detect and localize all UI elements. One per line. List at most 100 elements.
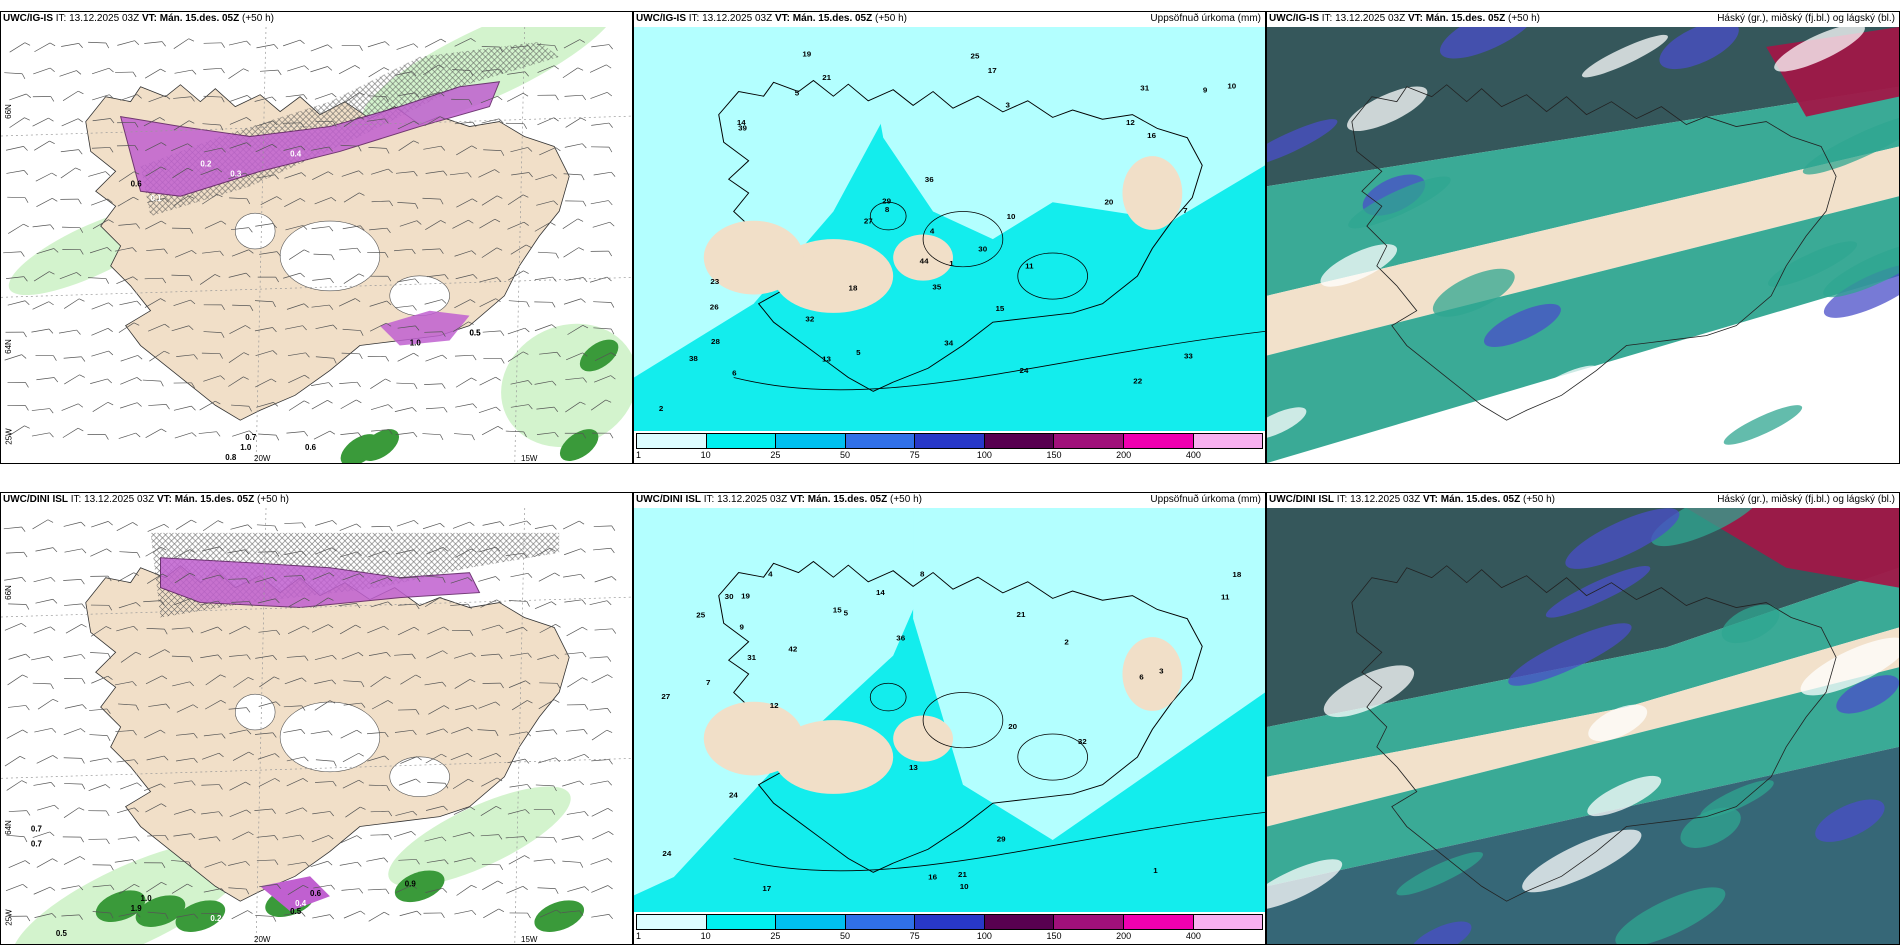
wind-barb — [310, 44, 333, 52]
wind-barb — [397, 325, 420, 331]
wind-barb — [425, 887, 448, 893]
wind-barb — [509, 912, 531, 919]
wind-barb — [119, 551, 141, 558]
cloud-patch — [1723, 405, 1803, 445]
wind-barb — [232, 831, 254, 841]
wind-barb — [34, 140, 55, 151]
rain-area — [394, 870, 445, 903]
land-no-precip — [703, 220, 804, 295]
precip-value-label: 19 — [802, 50, 811, 59]
wind-barb — [453, 321, 474, 332]
wind-barb — [287, 352, 310, 358]
wind-barb — [5, 884, 28, 892]
wind-barb — [204, 220, 227, 229]
wind-barb — [480, 834, 503, 840]
wind-barb — [143, 117, 165, 127]
wind-barb — [203, 95, 225, 103]
wind-barb — [312, 277, 334, 284]
wind-barb — [7, 705, 30, 711]
wind-barb — [562, 860, 584, 868]
wind-barb — [120, 377, 142, 385]
wind-barb — [200, 654, 223, 660]
wind-barb — [478, 169, 500, 178]
wind-barb — [173, 780, 196, 786]
wind-barb — [120, 402, 142, 409]
wind-barb — [510, 380, 533, 386]
wind-barb — [367, 41, 390, 48]
lat-label-66: 66N — [3, 585, 13, 600]
precip-value-label: 29 — [997, 835, 1006, 844]
wind-barb — [535, 784, 557, 792]
wind-barb — [231, 601, 253, 607]
wind-barb — [480, 806, 502, 816]
precip-value-label: 10 — [1007, 212, 1016, 221]
wind-barb — [171, 883, 193, 894]
wind-barb — [172, 227, 194, 234]
wind-barb — [591, 44, 613, 50]
wind-barb — [174, 69, 197, 75]
wind-barb — [394, 729, 417, 735]
wind-barb — [479, 298, 501, 308]
wind-barb — [563, 573, 585, 580]
wind-barb — [565, 277, 588, 283]
wind-barb — [283, 705, 306, 711]
wind-barb — [92, 94, 114, 101]
wind-barb — [283, 272, 305, 279]
wind-barb — [256, 44, 279, 50]
wind-barb — [145, 428, 167, 438]
wind-barb — [395, 171, 418, 177]
colorbar-tick-label: 1 — [636, 450, 642, 460]
wind-barb — [254, 300, 276, 308]
wind-barb — [534, 222, 556, 232]
wind-barb — [423, 912, 445, 919]
wind-barb — [176, 704, 199, 713]
wind-barb — [118, 223, 140, 229]
wind-barb — [171, 860, 192, 868]
precip-value-label: 25 — [971, 52, 981, 61]
wind-barb — [454, 299, 476, 309]
wind-barb — [59, 70, 82, 77]
wind-barb — [370, 834, 392, 840]
wind-barb — [233, 677, 254, 688]
wind-barb — [593, 327, 615, 335]
wind-barb — [507, 194, 529, 205]
wind-barb — [231, 249, 254, 257]
wind-barb — [311, 835, 334, 843]
wind-barb — [397, 92, 420, 98]
wind-barb — [201, 352, 223, 359]
graticule-line — [1, 758, 632, 779]
wind-barb — [287, 884, 309, 895]
map-panel-precip-igis: UWC/IG-IS IT: 13.12.2025 03Z VT: Mán. 15… — [633, 11, 1266, 464]
land-no-precip — [1122, 637, 1183, 711]
precip-value-label: 18 — [849, 284, 859, 293]
wind-barb — [287, 65, 309, 72]
wind-barb — [256, 402, 279, 408]
precip-value-label: 27 — [864, 217, 873, 226]
wind-barb — [594, 628, 617, 634]
wind-barb — [257, 276, 279, 283]
wind-barb — [116, 759, 139, 765]
glacier — [234, 212, 276, 250]
wind-barb — [37, 804, 59, 811]
wind-barb — [288, 249, 310, 260]
wind-barb — [591, 914, 613, 920]
panel-field-title: Uppsöfnuð úrkoma (mm) — [1150, 494, 1261, 505]
colorbar-tick-label: 200 — [1116, 450, 1132, 460]
wind-barb — [312, 171, 334, 181]
colorbar-tick-label: 150 — [1046, 450, 1062, 460]
wind-barb — [537, 94, 559, 101]
wind-barb — [116, 276, 138, 284]
wind-barb — [201, 811, 223, 817]
wind-barb — [315, 520, 337, 526]
wind-barb — [424, 299, 447, 305]
graticule-line — [255, 508, 267, 944]
wind-barb — [4, 72, 26, 80]
wind-barb — [340, 144, 362, 152]
wind-barb — [339, 551, 362, 558]
wind-barb — [61, 118, 84, 127]
wind-barb — [453, 806, 476, 815]
wind-barb — [8, 860, 31, 868]
wind-barb — [452, 69, 474, 76]
value-label: 1.9 — [131, 904, 143, 913]
wind-barb — [173, 808, 196, 815]
